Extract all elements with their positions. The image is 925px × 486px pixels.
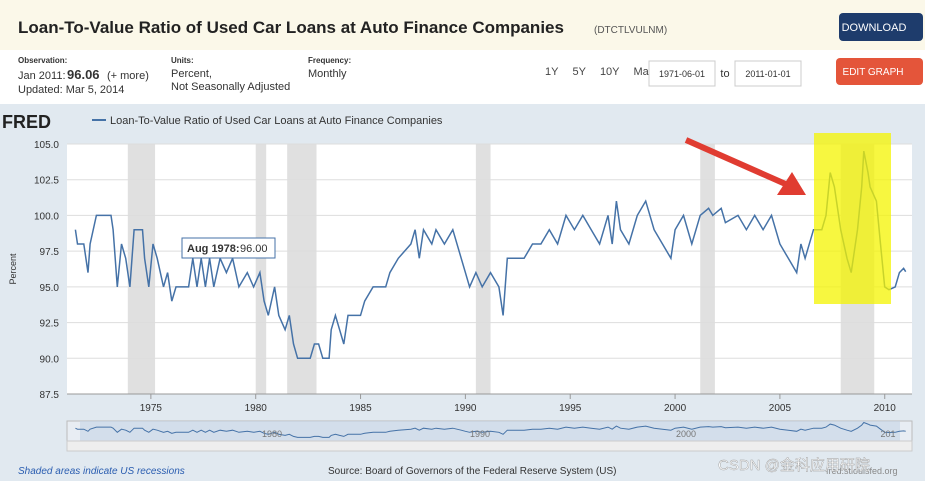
arrow-head — [777, 172, 806, 195]
obs-value: 96.06 — [67, 67, 100, 82]
recession-band — [255, 144, 267, 394]
obs-more[interactable]: (+ more) — [107, 70, 149, 82]
navigator-label: 1980 — [262, 429, 282, 439]
x-tick-label: 1980 — [245, 403, 268, 414]
title: Loan-To-Value Ratio of Used Car Loans at… — [18, 18, 564, 37]
x-tick-label: 2005 — [769, 403, 792, 414]
date-from-text: 1971-06-01 — [659, 69, 705, 79]
range-button[interactable]: 10Y — [600, 66, 620, 78]
arrow-shaft — [684, 137, 792, 189]
tooltip-date: Aug 1978: — [187, 243, 240, 255]
source: Source: Board of Governors of the Federa… — [328, 466, 616, 477]
watermark: CSDN @金科应用研院 — [718, 456, 870, 474]
navigator-label: 2000 — [676, 429, 696, 439]
highlight-box — [814, 133, 891, 304]
download-label: DOWNLOAD — [842, 22, 907, 34]
navigator-label: 201 — [880, 429, 895, 439]
site: fred.stlouisfed.org — [826, 466, 898, 476]
scrollbar[interactable] — [66, 440, 913, 452]
recession-band — [475, 144, 491, 394]
tooltip — [181, 237, 276, 259]
units: Percent, — [171, 68, 212, 80]
y-tick-label: 97.5 — [40, 247, 60, 258]
obs-label: Observation: — [18, 56, 67, 65]
navigator-label: 1990 — [470, 429, 490, 439]
obs-date: Jan 2011: — [18, 70, 66, 82]
edit-graph-button[interactable] — [836, 58, 923, 85]
date-to-text: 2011-01-01 — [745, 69, 790, 79]
y-tick-label: 87.5 — [40, 390, 60, 401]
download-button[interactable] — [839, 13, 923, 41]
date-from[interactable] — [648, 60, 716, 87]
series-code: (DTCTLVULNM) — [594, 25, 667, 36]
range-button[interactable]: 1Y — [545, 66, 559, 78]
units-label: Units: — [171, 56, 194, 65]
recession-note: Shaded areas indicate US recessions — [18, 466, 185, 477]
x-tick-label: 1985 — [349, 403, 372, 414]
tooltip-value: 96.00 — [240, 243, 268, 255]
series-line — [74, 150, 907, 360]
y-tick-label: 100.0 — [34, 211, 59, 222]
y-tick-label: 102.5 — [34, 176, 59, 187]
header-bar — [0, 0, 925, 50]
date-to[interactable] — [734, 60, 802, 87]
logo: FRED — [2, 112, 51, 132]
x-tick-label: 2000 — [664, 403, 687, 414]
legend-label: Loan-To-Value Ratio of Used Car Loans at… — [110, 115, 443, 127]
x-tick-label: 1990 — [454, 403, 477, 414]
to-label: to — [720, 68, 729, 80]
edit-label: EDIT GRAPH — [843, 67, 904, 78]
x-tick-label: 1975 — [140, 403, 163, 414]
recession-band — [287, 144, 317, 394]
updated: Updated: Mar 5, 2014 — [18, 84, 124, 96]
y-tick-label: 92.5 — [40, 319, 60, 330]
units: Not Seasonally Adjusted — [171, 81, 290, 93]
y-tick-label: 95.0 — [40, 283, 60, 294]
range-button[interactable]: 5Y — [572, 66, 586, 78]
y-tick-label: 105.0 — [34, 140, 59, 151]
freq-label: Frequency: — [308, 56, 351, 65]
freq: Monthly — [308, 68, 347, 80]
navigator-line — [75, 421, 906, 438]
y-tick-label: 90.0 — [40, 354, 60, 365]
x-tick-label: 1995 — [559, 403, 582, 414]
x-tick-label: 2010 — [874, 403, 897, 414]
recession-band — [700, 144, 715, 394]
y-axis-label: Percent — [8, 253, 18, 285]
